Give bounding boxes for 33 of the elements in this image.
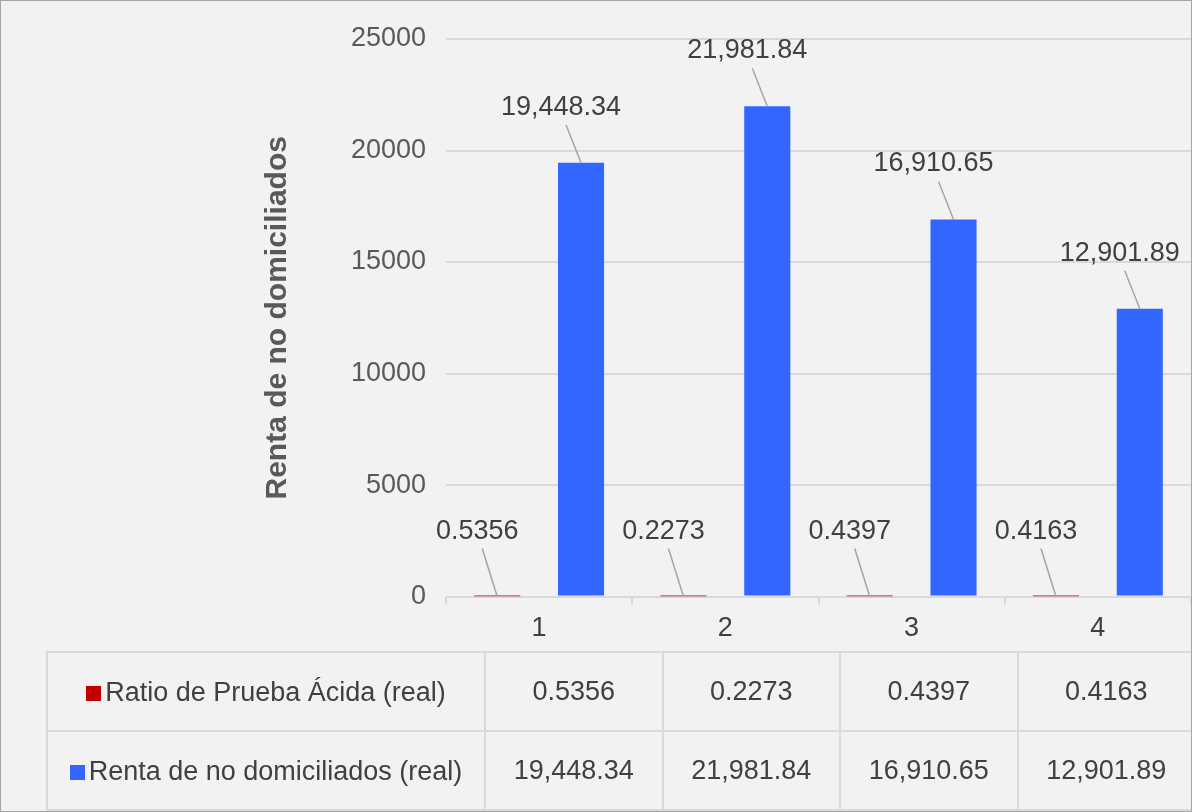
- bar: [1116, 308, 1163, 596]
- data-label: 0.2273: [662, 652, 840, 731]
- y-tick-label: 0: [410, 580, 426, 611]
- bar: [930, 219, 977, 596]
- data-label: 19,448.34: [485, 731, 663, 810]
- bar: [744, 106, 791, 596]
- x-tick-label: 1: [531, 612, 547, 643]
- text: 0.4163: [994, 514, 1078, 545]
- legend-label: Ratio de Prueba Ácida (real): [47, 652, 485, 731]
- y-tick-label: 5000: [365, 468, 426, 499]
- text: 21,981.84: [687, 34, 808, 65]
- text: 12,901.89: [1059, 236, 1180, 267]
- data-label: 16,910.65: [840, 731, 1018, 810]
- text: 19,448.34: [500, 90, 622, 121]
- x-tick-label: 3: [904, 612, 920, 643]
- y-tick-label: 20000: [350, 133, 426, 164]
- x-tick-label: 2: [717, 612, 733, 643]
- y-axis-title: Renta de no domiciliados: [259, 136, 293, 500]
- y-tick-label: 25000: [350, 22, 426, 53]
- y-tick-label: 15000: [350, 245, 426, 276]
- x-tick-label: 4: [1090, 612, 1106, 643]
- text: 16,910.65: [873, 147, 994, 178]
- text: 0.4397: [808, 514, 892, 545]
- text: 0.5356: [435, 514, 519, 545]
- data-label: 0.5356: [485, 652, 663, 731]
- data-label: 0.4163: [1017, 652, 1192, 731]
- text: 0.2273: [622, 514, 705, 545]
- legend-label: Renta de no domiciliados (real): [47, 731, 485, 810]
- data-label: 21,981.84: [662, 731, 840, 810]
- y-tick-label: 10000: [350, 357, 426, 388]
- data-label: 12,901.89: [1017, 731, 1192, 810]
- bar: [557, 162, 605, 596]
- data-label: 0.4397: [840, 652, 1018, 731]
